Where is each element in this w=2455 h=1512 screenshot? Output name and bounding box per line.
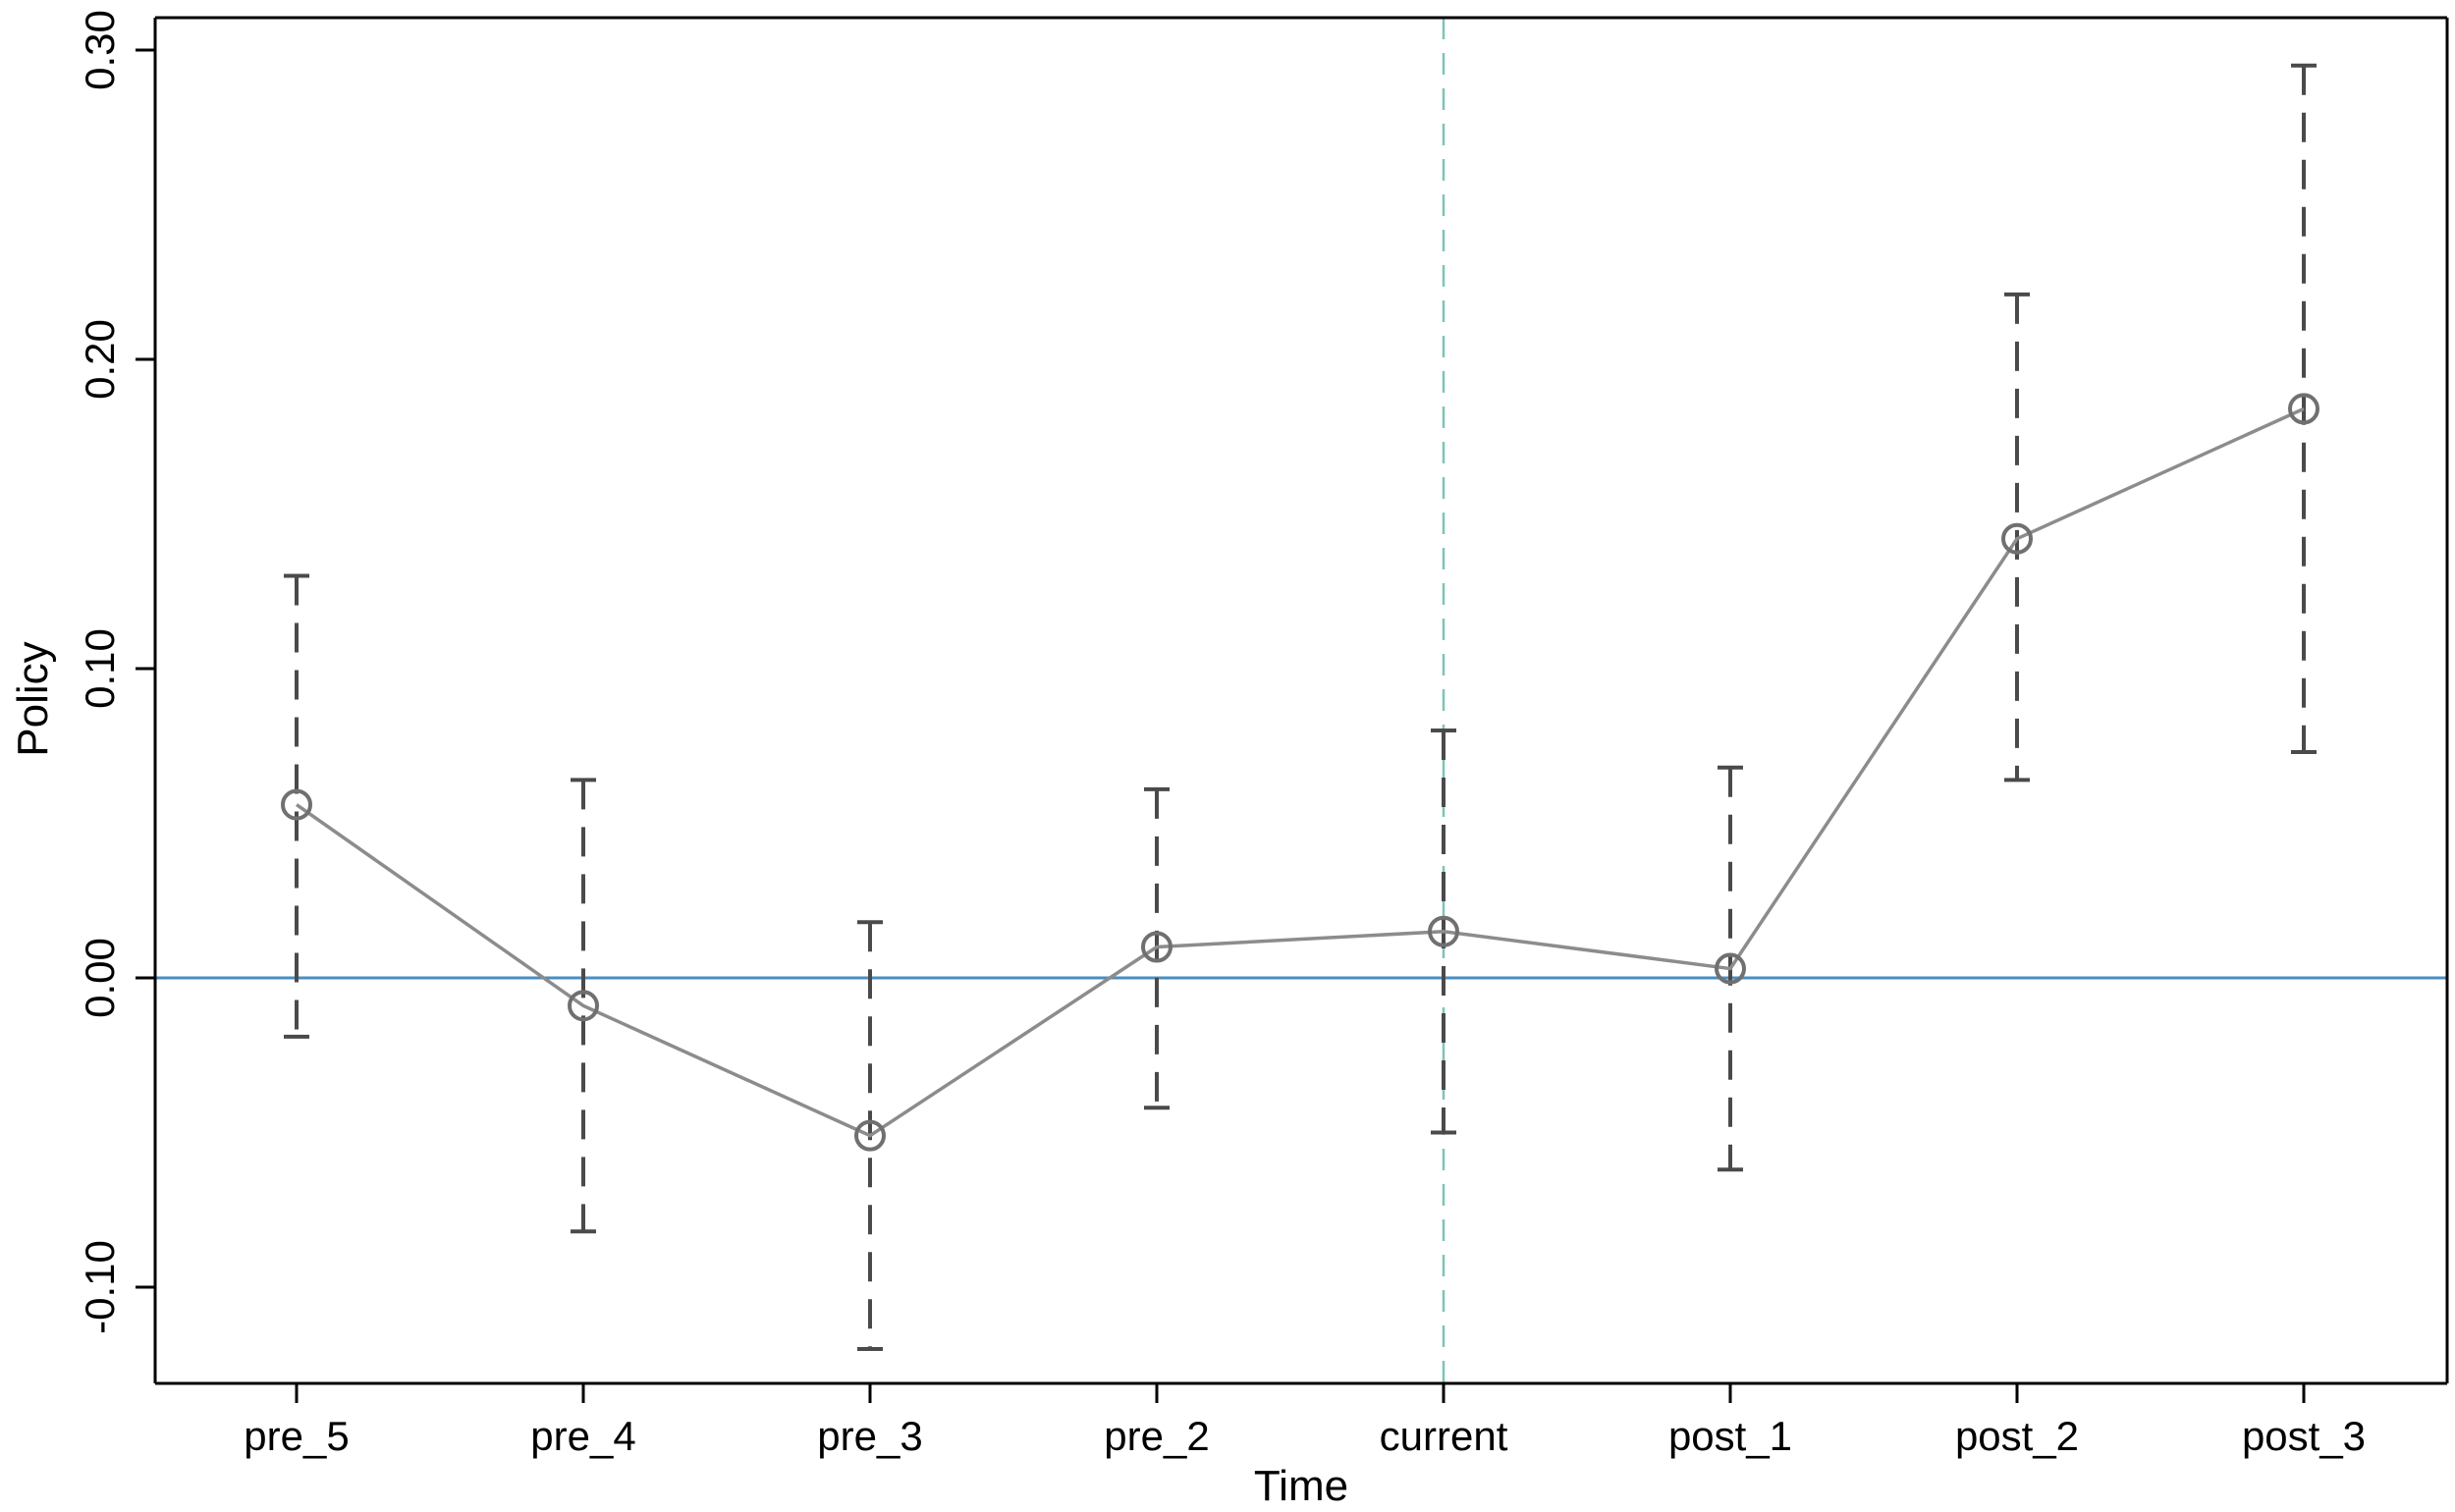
series-line-group: [295, 406, 2305, 1138]
error-bar-pre_4: [571, 778, 596, 1234]
x-axis-title: Time: [1254, 1462, 1348, 1510]
point-pre_3: [854, 1119, 886, 1152]
point-post_1: [1715, 952, 1746, 985]
x-tick-label: post_1: [1668, 1413, 1792, 1459]
x-tick-label: pre_4: [530, 1413, 635, 1459]
series-line: [295, 406, 2305, 1138]
point-pre_4: [568, 990, 599, 1022]
point-post_3: [2288, 393, 2319, 425]
y-tick-label: 0.20: [77, 319, 123, 400]
x-tick-label: pre_2: [1104, 1413, 1209, 1459]
point-pre_2: [1141, 931, 1173, 963]
y-tick-label: 0.30: [77, 10, 123, 90]
error-bars: [284, 63, 2317, 1351]
data-points: [281, 393, 2319, 1152]
x-tick-label: pre_3: [817, 1413, 922, 1459]
y-tick-label: 0.10: [77, 628, 123, 709]
y-tick-label: 0.00: [77, 938, 123, 1018]
x-tick-label: pre_5: [244, 1413, 349, 1459]
y-tick-label: -0.10: [77, 1240, 123, 1334]
x-tick-label: post_3: [2242, 1413, 2366, 1459]
point-post_2: [2001, 522, 2033, 555]
x-tick-label: current: [1380, 1413, 1508, 1459]
x-tick-label: post_2: [1955, 1413, 2079, 1459]
y-axis-title: Policy: [9, 641, 57, 756]
reference-lines: [155, 18, 2447, 1383]
error-bar-pre_5: [284, 573, 309, 1039]
point-pre_5: [281, 788, 312, 821]
axes: -0.10 0.00 0.10 0.20 0.30 pre_5 pre_4 pre_3 pre_…: [77, 10, 2449, 1459]
point-current: [1428, 915, 1459, 947]
